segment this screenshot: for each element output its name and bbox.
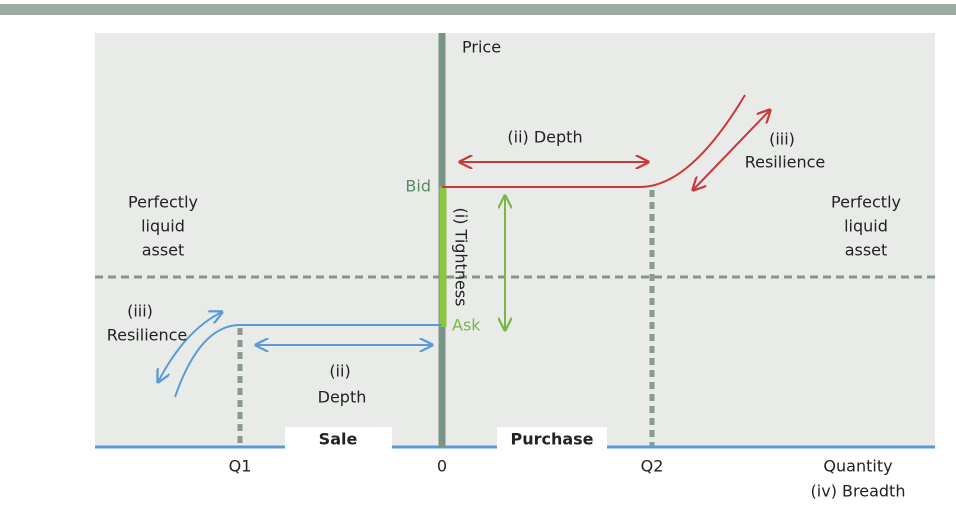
zero-label: 0 <box>437 457 447 476</box>
liquid-label: asset <box>845 241 888 260</box>
purchase-label: Purchase <box>510 430 593 449</box>
q2-label: Q2 <box>641 457 664 476</box>
sale-box <box>285 427 392 453</box>
liquid-label: Perfectly <box>128 193 198 212</box>
price-label: Price <box>462 38 501 57</box>
tightness-label: (i) Tightness <box>452 208 471 307</box>
q1-label: Q1 <box>229 457 252 476</box>
liquid-label: asset <box>142 241 185 260</box>
resilience-number: (iii) <box>769 130 795 149</box>
depth-label: (ii) Depth <box>507 128 582 147</box>
purchase-box <box>497 427 607 453</box>
bid-label: Bid <box>405 177 431 196</box>
resilience-label: Resilience <box>107 326 188 345</box>
breadth-label: (iv) Breadth <box>811 482 906 501</box>
sale-label: Sale <box>319 430 358 449</box>
top-band <box>0 4 956 15</box>
resilience-number: (iii) <box>127 302 153 321</box>
liquid-label: liquid <box>844 217 888 236</box>
panel <box>95 33 935 447</box>
liquid-label: Perfectly <box>831 193 901 212</box>
resilience-label: Resilience <box>745 153 826 172</box>
resilience-arrow <box>158 312 222 382</box>
quantity-label: Quantity <box>823 457 892 476</box>
ask-label: Ask <box>452 316 481 335</box>
resilience-arrow <box>693 110 770 190</box>
liquid-label: liquid <box>141 217 185 236</box>
depth-label: Depth <box>318 388 367 407</box>
depth-number: (ii) <box>329 362 350 381</box>
